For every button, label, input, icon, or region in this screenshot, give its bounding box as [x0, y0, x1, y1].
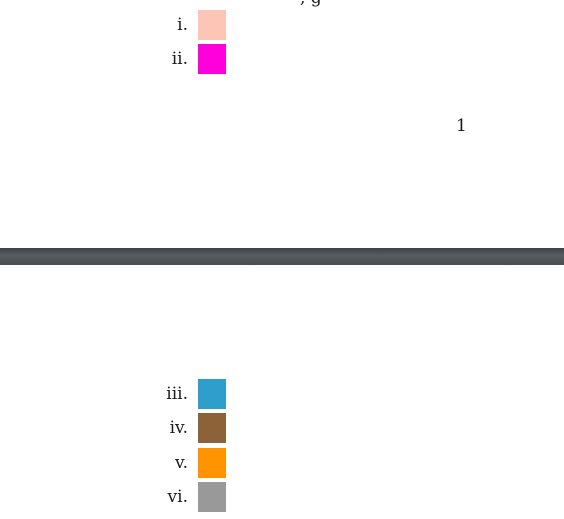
page-number: 1	[456, 116, 467, 136]
color-swatch	[198, 413, 226, 443]
list-item-label: iv.	[169, 418, 188, 438]
page-2: iii. iv. v. vi.	[0, 265, 564, 519]
list-item: iv.	[140, 413, 226, 443]
list-item-label: iii.	[166, 384, 188, 404]
color-swatch	[198, 482, 226, 512]
color-swatch	[198, 379, 226, 409]
list-item-label: i.	[177, 15, 188, 35]
list-item-label: ii.	[171, 49, 188, 69]
list-item: v.	[140, 448, 226, 478]
page-separator	[0, 248, 564, 265]
list-item-label: vi.	[167, 487, 188, 507]
list-item: ii.	[140, 44, 226, 74]
list-item-label: v.	[175, 453, 188, 473]
color-swatch	[198, 10, 226, 40]
color-swatch	[198, 44, 226, 74]
list-item: iii.	[140, 379, 226, 409]
list-item: vi.	[140, 482, 226, 512]
color-swatch	[198, 448, 226, 478]
cutoff-text: , g	[300, 0, 322, 8]
list-item: i.	[140, 10, 226, 40]
page-1: , g i. ii. 1	[0, 0, 564, 248]
